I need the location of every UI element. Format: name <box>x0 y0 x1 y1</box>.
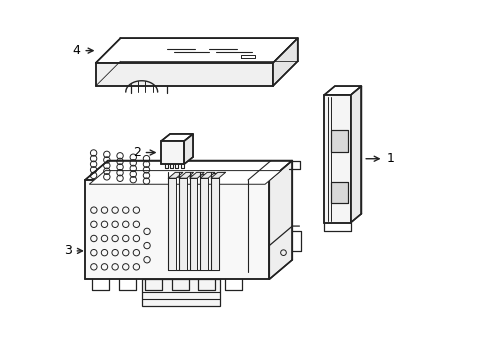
Polygon shape <box>85 180 269 279</box>
Polygon shape <box>200 172 214 178</box>
Polygon shape <box>161 134 193 141</box>
Polygon shape <box>96 38 297 63</box>
Polygon shape <box>89 171 281 184</box>
Polygon shape <box>179 172 193 178</box>
Polygon shape <box>210 172 225 178</box>
Polygon shape <box>350 86 361 222</box>
Text: 3: 3 <box>63 244 82 257</box>
Polygon shape <box>331 182 347 203</box>
Polygon shape <box>272 38 297 86</box>
Polygon shape <box>331 130 347 152</box>
Text: 4: 4 <box>72 44 93 57</box>
Polygon shape <box>168 172 183 178</box>
Polygon shape <box>189 178 197 270</box>
Polygon shape <box>200 178 207 270</box>
Polygon shape <box>324 95 350 222</box>
Polygon shape <box>189 172 204 178</box>
Polygon shape <box>142 279 219 306</box>
Polygon shape <box>324 86 361 95</box>
Text: 1: 1 <box>366 152 393 165</box>
Polygon shape <box>168 178 176 270</box>
Polygon shape <box>269 161 292 279</box>
Polygon shape <box>96 63 272 86</box>
Polygon shape <box>184 134 193 164</box>
Text: 2: 2 <box>133 146 155 159</box>
Polygon shape <box>161 141 184 164</box>
Polygon shape <box>179 178 186 270</box>
Polygon shape <box>210 178 218 270</box>
Polygon shape <box>85 161 292 180</box>
